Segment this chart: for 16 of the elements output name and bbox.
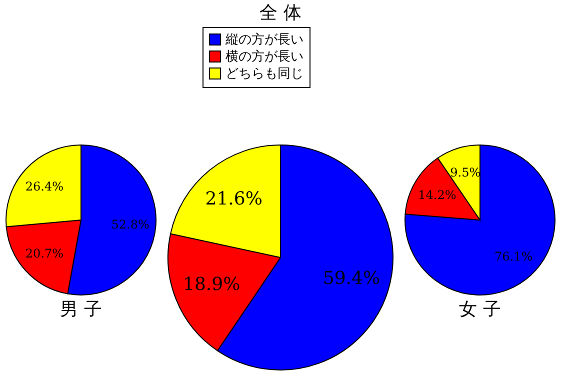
data-label: 20.7% [25,246,64,260]
data-label: 26.4% [25,180,64,194]
data-label: 14.2% [418,188,456,202]
legend-label: どちらも同じ [226,66,304,82]
text: 女 子 [459,299,501,320]
data-label: 52.8% [111,217,150,232]
data-label: 18.9% [183,274,240,296]
chart-title: 全 体 [260,2,302,24]
text: 男 子 [60,299,102,320]
data-label: 59.4% [322,268,380,290]
data-label: 9.5% [450,166,481,180]
legend-label: 縦の方が長い [224,32,304,48]
data-label: 76.1% [494,249,533,264]
legend-label: 横の方が長い [226,48,304,64]
data-label: 21.6% [205,188,262,210]
pie-slice [404,144,556,296]
